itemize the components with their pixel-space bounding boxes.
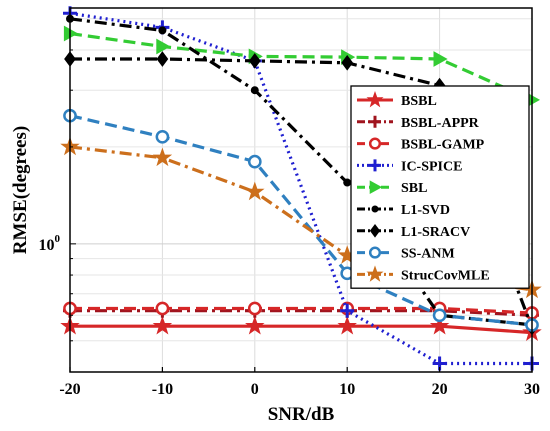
data-point bbox=[156, 51, 169, 67]
legend-item: SS-ANM bbox=[357, 246, 455, 262]
legend-label: L1-SRACV bbox=[401, 225, 470, 240]
x-tick-label: 20 bbox=[432, 381, 448, 398]
data-point bbox=[247, 301, 262, 316]
data-point bbox=[368, 137, 382, 150]
legend-label: BSBL bbox=[401, 94, 437, 109]
data-point bbox=[155, 301, 170, 316]
series-line bbox=[70, 309, 533, 317]
series-bsbl-appr bbox=[63, 303, 539, 323]
series-line bbox=[69, 114, 533, 327]
data-point bbox=[432, 308, 447, 323]
legend-item: SBL bbox=[357, 180, 427, 196]
data-point bbox=[371, 205, 379, 213]
data-point bbox=[155, 129, 170, 144]
legend-label: L1-SVD bbox=[401, 203, 450, 218]
data-point bbox=[369, 159, 381, 172]
data-point bbox=[158, 26, 167, 35]
legend: BSBL BSBL-APPR BSBL-GAMP IC-SPICE SBL L1-SVD L… bbox=[350, 85, 530, 289]
data-point bbox=[368, 246, 382, 259]
legend-item: BSBL-GAMP bbox=[357, 137, 485, 153]
legend-item: BSBL bbox=[357, 90, 437, 109]
y-tick-label: 100 bbox=[39, 233, 61, 254]
series-line bbox=[69, 145, 533, 292]
data-point bbox=[366, 265, 384, 282]
series-line bbox=[69, 31, 533, 102]
data-point bbox=[429, 315, 450, 335]
data-point bbox=[245, 181, 265, 201]
legend-item: L1-SRACV bbox=[357, 223, 470, 240]
legend-item: IC-SPICE bbox=[357, 159, 462, 174]
series-bsbl bbox=[60, 315, 542, 341]
legend-item: L1-SVD bbox=[357, 203, 450, 218]
x-tick-label: 30 bbox=[524, 381, 540, 398]
data-point bbox=[247, 154, 262, 169]
legend-item: StrucCovMLE bbox=[357, 265, 490, 283]
series-line bbox=[69, 11, 532, 366]
series-line bbox=[70, 57, 534, 329]
legend-label: IC-SPICE bbox=[401, 159, 462, 174]
data-point bbox=[156, 38, 171, 55]
x-tick-label: 10 bbox=[339, 381, 355, 398]
series-line bbox=[70, 324, 533, 335]
series-l1-sracv bbox=[64, 51, 538, 336]
series-line bbox=[70, 306, 533, 315]
data-point bbox=[369, 223, 381, 238]
tick-labels: -20 -10 0 10 20 30 100 bbox=[39, 18, 540, 398]
data-point bbox=[152, 147, 173, 167]
data-point bbox=[337, 315, 357, 335]
grid-lines bbox=[70, 8, 532, 372]
data-point bbox=[369, 115, 381, 128]
x-tick-label: -10 bbox=[152, 381, 173, 398]
data-point bbox=[152, 315, 173, 335]
x-axis-label: SNR/dB bbox=[268, 404, 335, 425]
legend-label: BSBL-GAMP bbox=[401, 138, 485, 153]
legend-label: SS-ANM bbox=[401, 247, 455, 262]
y-axis-label: RMSE(degrees) bbox=[10, 126, 31, 254]
x-tick-label: -20 bbox=[59, 381, 80, 398]
legend-label: StrucCovMLE bbox=[401, 268, 490, 283]
legend-item: BSBL-APPR bbox=[357, 115, 480, 131]
data-point bbox=[341, 54, 354, 71]
x-tick-label: 0 bbox=[251, 381, 259, 398]
data-point bbox=[366, 90, 384, 108]
data-point bbox=[245, 315, 265, 335]
data-point bbox=[250, 86, 259, 95]
data-point bbox=[340, 303, 355, 318]
data-point bbox=[248, 53, 261, 69]
plot-frame bbox=[69, 7, 533, 373]
data-point bbox=[343, 178, 352, 187]
legend-label: SBL bbox=[401, 181, 427, 196]
data-point bbox=[369, 180, 383, 195]
legend-label: BSBL-APPR bbox=[401, 116, 480, 131]
data-point bbox=[433, 51, 448, 67]
